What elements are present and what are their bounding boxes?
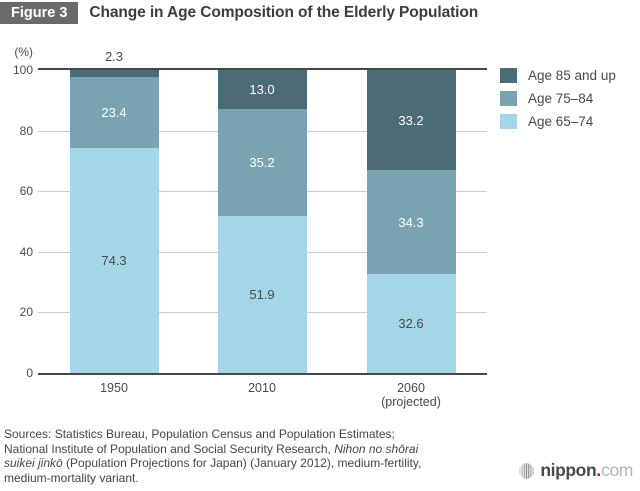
legend-swatch: [500, 68, 517, 83]
segment-value-label-outside: 2.3: [104, 49, 124, 64]
chart-legend: Age 85 and up Age 75–84 Age 65–74: [500, 68, 616, 137]
logo-text-secondary: com: [601, 460, 633, 480]
figure-header: Figure 3 Change in Age Composition of th…: [0, 2, 478, 24]
sources-line: Sources: Statistics Bureau, Population C…: [4, 427, 509, 442]
bar-segment: 74.3: [69, 147, 159, 373]
bar-segment: 33.2: [366, 70, 456, 171]
bar-segment: [69, 70, 159, 77]
sources-line: National Institute of Population and Soc…: [4, 442, 509, 457]
legend-row: Age 75–84: [500, 91, 616, 106]
nippon-logo[interactable]: nippon . com: [519, 460, 633, 481]
segment-value-label: 32.6: [398, 316, 424, 332]
y-axis-unit-label: (%): [14, 45, 33, 59]
y-tick-label-40: 40: [19, 244, 33, 259]
logo-text-primary: nippon: [540, 460, 597, 480]
segment-value-label: 33.2: [398, 112, 424, 128]
segment-value-label: 74.3: [101, 252, 127, 268]
x-axis-label: 2060 (projected): [341, 381, 481, 409]
bar-segment: 35.2: [217, 109, 307, 216]
bar-segment: 32.6: [366, 274, 456, 373]
figure-title: Change in Age Composition of the Elderly…: [89, 4, 479, 21]
bar-segment: 51.9: [217, 215, 307, 373]
logo-dot: .: [596, 460, 602, 480]
sources-text-italic: suikei jinkō: [4, 456, 63, 471]
legend-row: Age 65–74: [500, 114, 616, 129]
y-tick-label-0: 0: [26, 366, 33, 380]
segment-value-label: 35.2: [249, 154, 275, 170]
bar-segment: 13.0: [217, 70, 307, 110]
striped-globe-icon: [519, 462, 535, 479]
sources-text: Sources: Statistics Bureau, Population C…: [4, 427, 395, 441]
sources-note: Sources: Statistics Bureau, Population C…: [4, 427, 509, 485]
sources-line: suikei jinkō (Population Projections for…: [4, 456, 509, 471]
legend-label: Age 75–84: [528, 91, 594, 106]
figure-badge: Figure 3: [0, 2, 79, 24]
segment-value-label: 51.9: [249, 286, 275, 302]
y-tick-label-60: 60: [19, 184, 33, 199]
legend-swatch: [500, 91, 517, 106]
x-axis-label-year: 2060: [397, 381, 425, 395]
x-axis-label-sub: (projected): [381, 395, 441, 409]
legend-swatch: [500, 114, 517, 129]
legend-label: Age 65–74: [528, 114, 594, 129]
x-axis-label: 2010: [192, 381, 332, 395]
y-tick-label-20: 20: [19, 305, 33, 320]
x-axis-label: 1950: [44, 381, 184, 395]
segment-value-label: 34.3: [398, 214, 424, 230]
stacked-bar-chart: (%) 0 20 40 60 80 100 74.3 23.4 2.3 51.9 35.2 13.0…: [12, 45, 616, 409]
bar-segment: 34.3: [366, 170, 456, 275]
sources-text: (Population Projections for Japan) (Janu…: [62, 456, 422, 471]
y-tick-label-80: 80: [19, 123, 33, 138]
sources-line: medium-mortality variant.: [4, 471, 509, 486]
segment-value-label: 13.0: [249, 82, 275, 98]
sources-text: National Institute of Population and Soc…: [4, 441, 335, 456]
bar-segment: 23.4: [69, 76, 159, 148]
y-tick-label-100: 100: [12, 63, 33, 77]
x-axis-label-year: 1950: [100, 381, 128, 395]
sources-text: medium-mortality variant.: [4, 470, 139, 485]
x-axis-label-year: 2010: [248, 381, 276, 395]
sources-text-italic: Nihon no shōrai: [334, 441, 419, 456]
legend-label: Age 85 and up: [528, 68, 616, 83]
legend-row: Age 85 and up: [500, 68, 616, 83]
plot-area: 74.3 23.4 2.3 51.9 35.2 13.0 32.6 34.3 33.2: [38, 49, 487, 375]
segment-value-label: 23.4: [101, 104, 127, 120]
